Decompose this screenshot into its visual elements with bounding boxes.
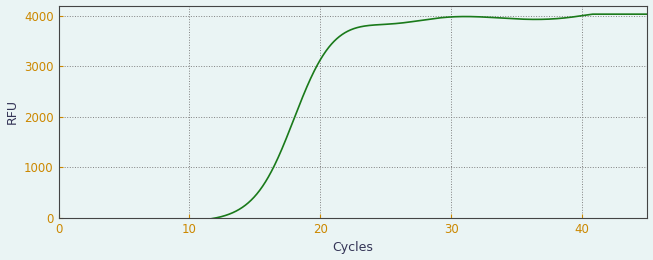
Y-axis label: RFU: RFU (6, 99, 18, 124)
X-axis label: Cycles: Cycles (332, 242, 374, 255)
